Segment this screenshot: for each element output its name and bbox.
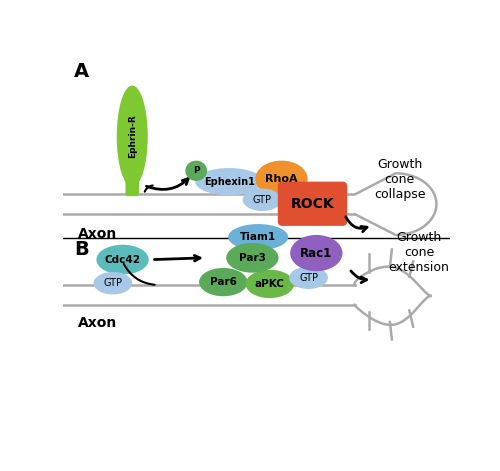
Text: RhoA: RhoA [265, 174, 298, 184]
Ellipse shape [246, 270, 294, 298]
Text: GTP: GTP [104, 278, 122, 288]
FancyBboxPatch shape [126, 178, 139, 196]
Ellipse shape [290, 235, 343, 271]
Ellipse shape [226, 243, 278, 273]
Text: Par6: Par6 [210, 277, 237, 287]
Ellipse shape [96, 245, 148, 275]
Text: Ephexin1: Ephexin1 [204, 177, 254, 187]
Text: Ephrin-R: Ephrin-R [128, 114, 137, 158]
Text: B: B [74, 240, 89, 259]
FancyBboxPatch shape [278, 182, 347, 226]
Ellipse shape [242, 188, 282, 211]
Text: Growth
cone
extension: Growth cone extension [388, 231, 450, 274]
Ellipse shape [117, 86, 148, 187]
Text: Rac1: Rac1 [300, 247, 332, 260]
Polygon shape [355, 173, 436, 235]
Ellipse shape [199, 268, 248, 296]
Text: GTP: GTP [252, 195, 272, 205]
Text: Axon: Axon [78, 316, 117, 330]
Text: aPKC: aPKC [255, 279, 285, 289]
Text: P: P [193, 166, 200, 175]
Ellipse shape [289, 267, 328, 289]
Text: GTP: GTP [299, 273, 318, 283]
Text: A: A [74, 62, 89, 81]
Ellipse shape [94, 272, 132, 294]
Ellipse shape [195, 168, 263, 195]
Ellipse shape [228, 224, 288, 250]
Text: Tiam1: Tiam1 [240, 232, 276, 242]
Ellipse shape [256, 161, 308, 197]
Text: Cdc42: Cdc42 [104, 255, 141, 265]
Text: ROCK: ROCK [290, 197, 334, 211]
Text: Par3: Par3 [239, 253, 266, 263]
Text: Growth
cone
collapse: Growth cone collapse [374, 158, 426, 201]
Circle shape [186, 161, 207, 181]
Text: Axon: Axon [78, 227, 117, 241]
